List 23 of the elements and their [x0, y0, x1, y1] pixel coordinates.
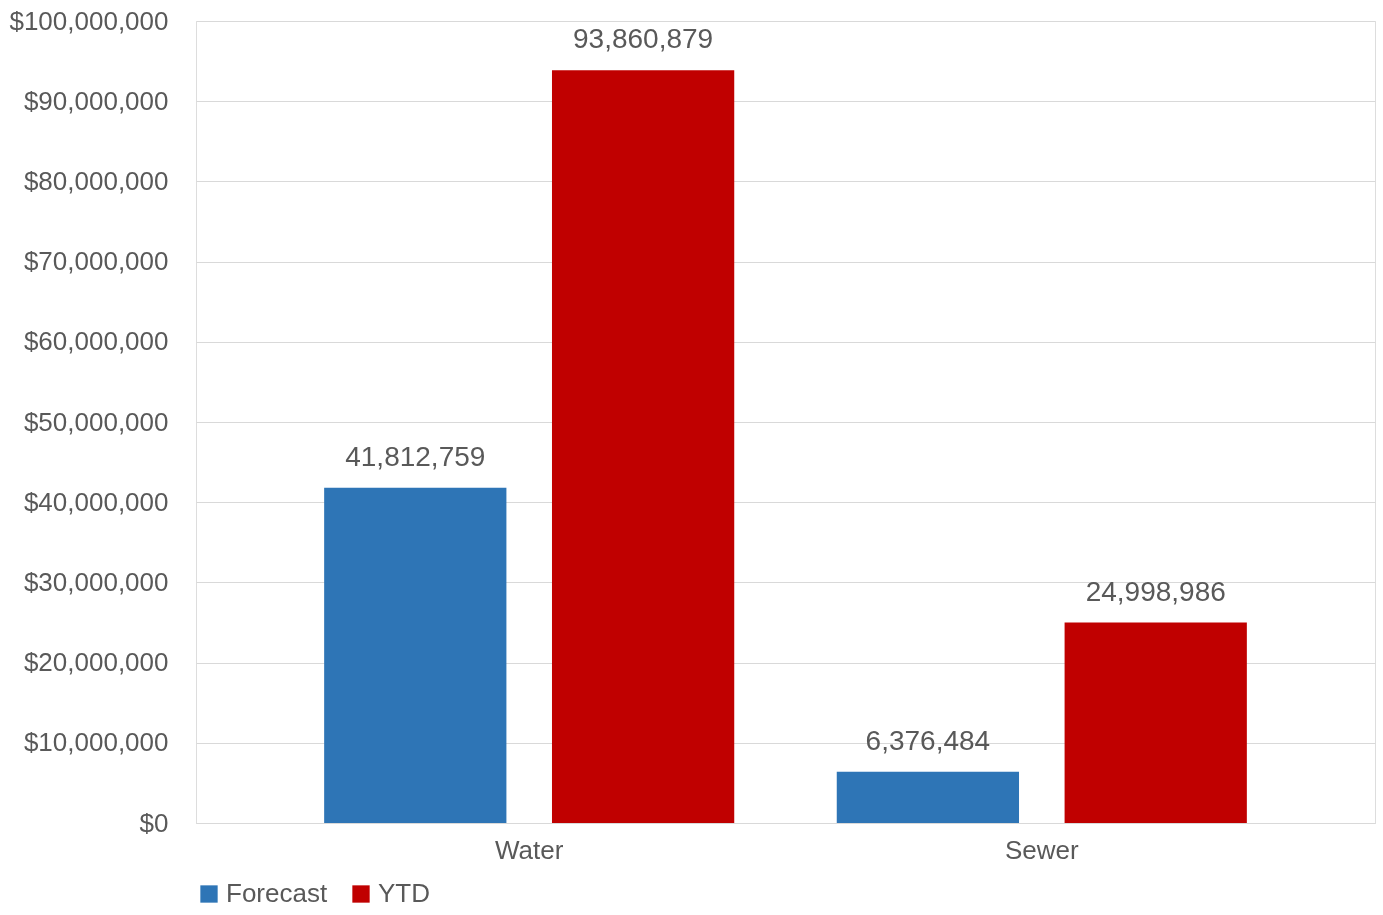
y-tick-label: $50,000,000 — [23, 406, 169, 437]
y-tick-label: $30,000,000 — [23, 566, 169, 597]
y-tick-label: $60,000,000 — [23, 326, 169, 357]
data-label: 93,860,879 — [573, 23, 714, 55]
x-tick-label: Sewer — [1004, 834, 1079, 865]
y-tick-label: $40,000,000 — [23, 486, 169, 517]
legend-label: Forecast — [226, 878, 328, 908]
data-label: 24,998,986 — [1085, 575, 1226, 607]
data-label: 6,376,484 — [865, 724, 991, 756]
bar — [836, 771, 1020, 823]
y-tick-label: $70,000,000 — [23, 246, 169, 277]
data-label: 41,812,759 — [345, 440, 486, 472]
legend-label: YTD — [378, 878, 430, 908]
y-tick-label: $80,000,000 — [23, 165, 169, 196]
bar — [1064, 622, 1247, 823]
bar — [551, 70, 735, 823]
y-tick-label: $0 — [139, 807, 169, 838]
y-tick-label: $10,000,000 — [23, 727, 169, 758]
y-tick-label: $100,000,000 — [9, 5, 169, 36]
x-tick-label: Water — [495, 834, 564, 865]
y-tick-label: $90,000,000 — [23, 85, 169, 116]
bar — [324, 487, 507, 823]
y-tick-label: $20,000,000 — [23, 647, 169, 678]
